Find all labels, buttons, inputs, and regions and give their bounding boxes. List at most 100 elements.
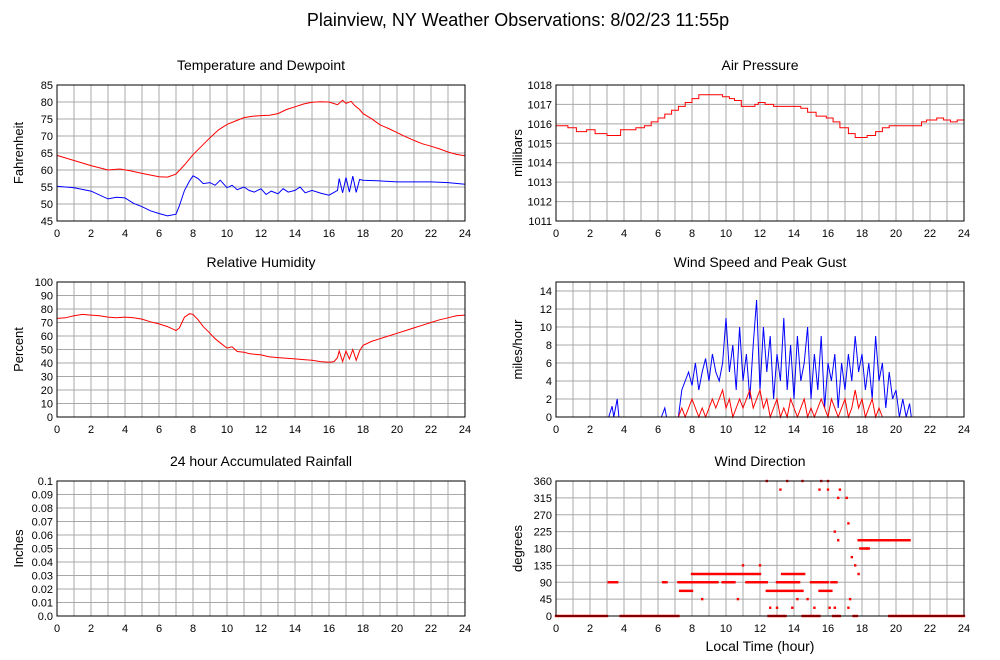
direction-point	[872, 539, 876, 542]
direction-point	[690, 581, 694, 584]
direction-point	[748, 572, 751, 576]
direction-point	[831, 581, 835, 584]
direction-point	[828, 589, 831, 593]
direction-point	[699, 581, 702, 584]
direction-point	[860, 547, 864, 550]
x-tick-label: 12	[255, 228, 267, 240]
direction-point	[701, 581, 704, 584]
x-tick-label: 22	[924, 623, 936, 635]
direction-point	[758, 572, 762, 576]
y-tick-label: 0	[47, 412, 53, 424]
direction-point	[833, 530, 836, 533]
direction-point	[906, 539, 910, 542]
x-tick-label: 0	[553, 623, 559, 635]
y-tick-label: 0.06	[32, 530, 53, 542]
direction-point	[682, 589, 685, 593]
direction-point	[876, 539, 879, 542]
direction-point	[898, 539, 901, 542]
direction-point	[695, 572, 699, 576]
direction-point	[782, 572, 785, 576]
direction-point	[886, 539, 889, 542]
direction-point	[777, 589, 780, 593]
direction-point	[813, 606, 816, 609]
direction-point	[789, 581, 792, 584]
direction-point	[813, 581, 816, 584]
x-tick-label: 4	[122, 228, 128, 240]
y-tick-label: 0.02	[32, 584, 53, 596]
direction-point	[871, 539, 874, 542]
y-axis-label: degrees	[510, 525, 525, 572]
y-tick-label: 50	[41, 345, 53, 357]
direction-point	[677, 581, 680, 584]
direction-point	[830, 589, 833, 593]
direction-point	[787, 572, 791, 576]
plot-frame	[555, 281, 965, 418]
direction-point	[755, 581, 758, 584]
direction-point	[779, 581, 782, 584]
direction-point	[729, 572, 733, 576]
direction-point	[607, 581, 610, 584]
direction-point	[763, 581, 767, 584]
direction-point	[888, 539, 891, 542]
y-tick-label: 14	[540, 286, 552, 298]
direction-point	[753, 572, 757, 576]
x-tick-label: 2	[88, 623, 94, 635]
direction-point	[774, 589, 777, 593]
direction-point	[612, 581, 615, 584]
direction-point	[893, 539, 896, 542]
x-tick-label: 18	[357, 424, 369, 436]
direction-point	[881, 539, 884, 542]
direction-point	[760, 581, 763, 584]
x-tick-label: 22	[425, 228, 437, 240]
direction-point	[779, 488, 782, 491]
x-tick-label: 2	[88, 228, 94, 240]
direction-point	[765, 581, 768, 584]
x-tick-label: 16	[822, 424, 834, 436]
direction-point	[818, 589, 821, 593]
direction-point	[847, 606, 850, 609]
x-tick-label: 4	[621, 623, 627, 635]
direction-point	[731, 581, 734, 584]
y-tick-label: 60	[41, 165, 53, 177]
direction-point	[697, 572, 700, 576]
y-axis-label: Inches	[11, 529, 26, 568]
direction-point	[697, 581, 700, 584]
x-tick-label: 10	[720, 424, 732, 436]
x-tick-label: 8	[689, 623, 695, 635]
direction-point	[738, 572, 741, 576]
direction-point	[796, 589, 799, 593]
y-tick-label: 1017	[528, 99, 552, 111]
direction-point	[741, 564, 745, 567]
direction-point	[769, 606, 772, 609]
x-tick-label: 10	[221, 228, 233, 240]
direction-point	[753, 581, 757, 584]
x-tick-label: 14	[289, 424, 301, 436]
x-tick-label: 10	[221, 623, 233, 635]
series-line-0	[56, 99, 466, 178]
direction-point	[826, 488, 830, 491]
direction-point	[694, 572, 697, 576]
x-tick-label: 24	[958, 623, 970, 635]
y-tick-label: 10	[41, 399, 53, 411]
x-tick-label: 16	[822, 228, 834, 240]
y-tick-label: 0.04	[32, 557, 53, 569]
y-tick-label: 60	[41, 331, 53, 343]
direction-point	[791, 572, 794, 576]
direction-point	[745, 581, 748, 584]
x-tick-label: 4	[621, 424, 627, 436]
direction-point	[869, 539, 872, 542]
direction-point	[794, 581, 797, 584]
y-tick-label: 70	[41, 318, 53, 330]
y-tick-label: 12	[540, 304, 552, 316]
x-tick-label: 18	[856, 424, 868, 436]
direction-point	[767, 589, 770, 593]
x-tick-label: 14	[788, 424, 800, 436]
direction-point	[724, 581, 728, 584]
y-tick-label: 225	[534, 527, 552, 539]
direction-point	[837, 539, 840, 542]
direction-point	[825, 581, 828, 584]
direction-point	[862, 547, 865, 550]
direction-point	[784, 581, 787, 584]
